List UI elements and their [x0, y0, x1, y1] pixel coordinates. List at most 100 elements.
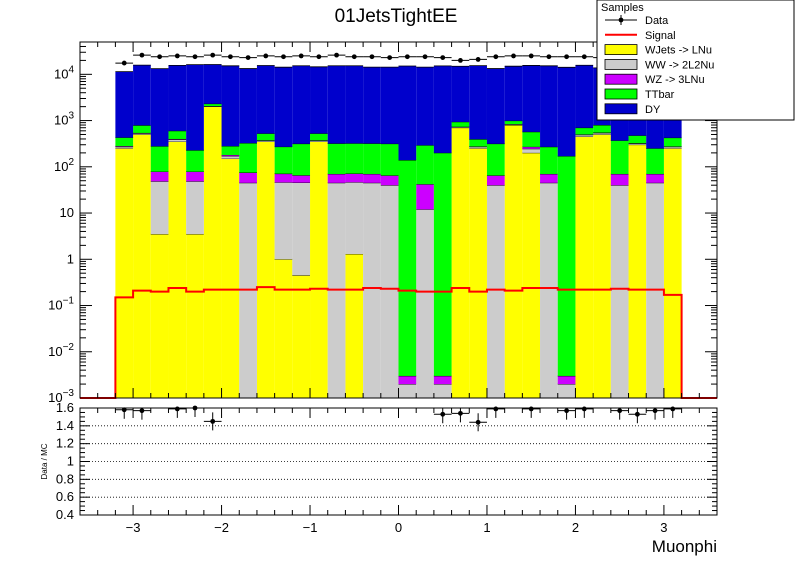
- data-point: [139, 52, 145, 58]
- stack-bar: [380, 185, 399, 398]
- y-tick-label: 102: [54, 157, 74, 174]
- legend-marker: [618, 17, 624, 23]
- stack-bar: [133, 133, 151, 135]
- stack-bar: [327, 143, 346, 174]
- x-tick-label: 1: [483, 520, 490, 535]
- stack-bar: [345, 65, 364, 144]
- ratio-point: [670, 406, 676, 412]
- data-point: [174, 53, 180, 59]
- stack-bar: [221, 146, 240, 155]
- stack-bar: [274, 67, 293, 147]
- stack-bar: [398, 375, 417, 385]
- stack-bar: [557, 156, 576, 376]
- stack-bar: [115, 137, 134, 147]
- stack-bar: [133, 125, 151, 133]
- stack-series-1: [115, 106, 682, 398]
- stack-bar: [522, 148, 541, 153]
- y-tick-label: 10−3: [48, 388, 74, 405]
- data-point: [581, 54, 587, 60]
- legend-label: WJets -> LNu: [645, 45, 712, 57]
- stack-bar: [168, 65, 187, 131]
- ratio-y-tick-label: 0.4: [56, 507, 74, 522]
- legend-label: TTbar: [645, 89, 675, 101]
- stack-bar: [150, 68, 169, 147]
- data-point: [121, 60, 127, 66]
- legend-label: DY: [645, 104, 661, 116]
- ratio-point: [139, 408, 145, 414]
- stack-bar: [150, 181, 169, 235]
- stack-bar: [663, 146, 682, 149]
- legend-entry: WJets -> LNu: [604, 44, 712, 57]
- ratio-point: [440, 411, 446, 417]
- stack-bar: [133, 65, 151, 126]
- x-tick-label: −3: [126, 520, 141, 535]
- stack-bar: [221, 156, 240, 159]
- stack-bar: [469, 65, 487, 140]
- y-tick-label: 1: [67, 251, 74, 266]
- stack-bar: [540, 65, 558, 147]
- data-point: [440, 55, 446, 60]
- stack-bar: [256, 141, 275, 398]
- stack-bar: [310, 133, 328, 141]
- stack-bar: [540, 173, 558, 183]
- stack-bar: [522, 131, 541, 147]
- ratio-point: [210, 418, 216, 424]
- ratio-point: [617, 408, 623, 414]
- stack-bar: [256, 140, 275, 142]
- legend-entry: WW -> 2L2Nu: [604, 59, 714, 71]
- data-point: [475, 57, 481, 62]
- stack-bar: [256, 65, 275, 134]
- ratio-y-tick-label: 0.6: [56, 489, 74, 504]
- stack-bar: [522, 146, 541, 149]
- stack-bar: [168, 139, 187, 142]
- stack-bar: [557, 384, 576, 398]
- stack-bar: [416, 209, 434, 398]
- stack-bar: [486, 68, 505, 144]
- stack-bar: [486, 143, 505, 176]
- data-point: [316, 54, 322, 60]
- stack-bar: [416, 184, 434, 210]
- legend-label: Data: [645, 15, 669, 27]
- ratio-point: [564, 408, 569, 414]
- stack-bar: [363, 67, 381, 144]
- legend-label: Signal: [645, 30, 676, 42]
- ratio-y-tick-label: 0.8: [56, 471, 74, 486]
- stack-bar: [274, 259, 293, 398]
- stack-bar: [522, 152, 541, 398]
- stack-bar: [469, 148, 487, 398]
- stack-bar: [292, 143, 311, 176]
- stack-bar: [433, 65, 452, 153]
- stack-bar: [575, 65, 594, 128]
- data-point: [228, 54, 233, 60]
- stack-bar: [486, 185, 505, 398]
- legend-entry: WZ -> 3LNu: [604, 73, 705, 86]
- stack-bar: [469, 139, 487, 147]
- stack-bar: [115, 148, 134, 398]
- data-point: [493, 54, 499, 60]
- stack-bar: [593, 134, 611, 398]
- legend-swatch: [604, 44, 638, 55]
- stack-bar: [363, 173, 381, 183]
- stack-bar: [610, 140, 629, 174]
- stack-bar: [557, 67, 576, 157]
- stack-bar: [451, 126, 470, 128]
- x-axis: −3 −2 −1 0 1 2 3: [97, 408, 700, 535]
- stack-bar: [150, 171, 169, 182]
- stack-bar: [504, 125, 523, 398]
- data-point: [369, 54, 375, 60]
- stack-bar: [345, 182, 364, 255]
- x-tick-label: −1: [303, 520, 318, 535]
- stack-bar: [150, 146, 169, 172]
- stack-bar: [557, 375, 576, 385]
- ratio-point: [634, 411, 640, 417]
- stack-bar: [186, 234, 204, 398]
- data-point: [511, 53, 516, 59]
- stack-bar: [593, 132, 611, 135]
- data-point: [157, 54, 163, 60]
- ratio-y-tick-label: 1.2: [56, 436, 74, 451]
- stack-bar: [186, 171, 204, 182]
- stack-bar: [203, 103, 222, 107]
- legend-header: Samples: [601, 2, 644, 14]
- data-point: [564, 54, 569, 60]
- stack-bar: [115, 146, 134, 149]
